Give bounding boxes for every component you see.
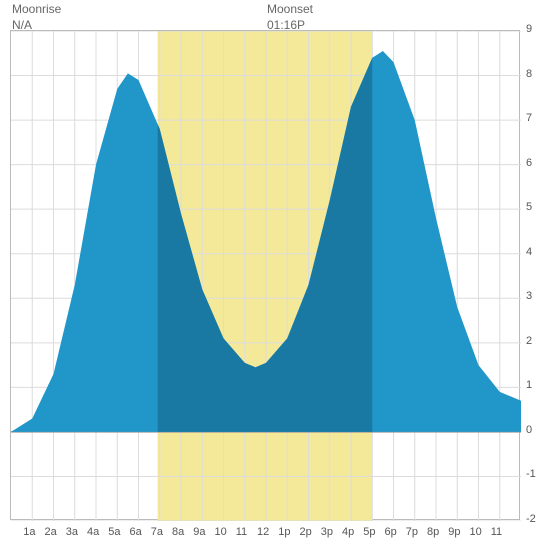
x-tick: 6p [385, 526, 397, 538]
plot-svg [11, 31, 521, 521]
x-tick: 6a [130, 526, 142, 538]
x-tick: 1p [278, 526, 290, 538]
y-tick: 6 [526, 157, 532, 169]
tide-chart-container: Moonrise N/A Moonset 01:16P 9876543210-1… [0, 0, 550, 550]
x-tick: 1a [23, 526, 35, 538]
x-tick: 7p [406, 526, 418, 538]
x-tick: 10 [470, 526, 482, 538]
x-tick: 8p [427, 526, 439, 538]
moonset-block: Moonset 01:16P [267, 2, 313, 33]
moonrise-label: Moonrise [12, 2, 61, 16]
y-tick: 7 [526, 112, 532, 124]
x-tick: 3a [66, 526, 78, 538]
y-tick: 1 [526, 379, 532, 391]
x-tick: 3p [321, 526, 333, 538]
x-tick: 2a [45, 526, 57, 538]
x-tick: 9p [448, 526, 460, 538]
y-tick: -2 [526, 513, 536, 525]
x-tick: 5p [363, 526, 375, 538]
y-tick: 5 [526, 201, 532, 213]
x-tick: 7a [151, 526, 163, 538]
x-tick: 11 [236, 526, 247, 538]
x-tick: 8a [172, 526, 184, 538]
y-tick: 4 [526, 246, 532, 258]
x-tick: 4a [87, 526, 99, 538]
x-tick: 10 [215, 526, 227, 538]
y-tick: 0 [526, 424, 532, 436]
y-tick: 8 [526, 68, 532, 80]
x-tick: 11 [491, 526, 502, 538]
x-tick: 9a [193, 526, 205, 538]
x-tick: 4p [342, 526, 354, 538]
y-tick: 3 [526, 290, 532, 302]
moonset-label: Moonset [267, 2, 313, 16]
x-tick: 2p [300, 526, 312, 538]
y-tick: 9 [526, 23, 532, 35]
y-tick: -1 [526, 468, 536, 480]
y-tick: 2 [526, 335, 532, 347]
x-tick: 12 [257, 526, 269, 538]
plot-area [10, 30, 520, 520]
moonrise-block: Moonrise N/A [12, 2, 61, 33]
x-tick: 5a [108, 526, 120, 538]
